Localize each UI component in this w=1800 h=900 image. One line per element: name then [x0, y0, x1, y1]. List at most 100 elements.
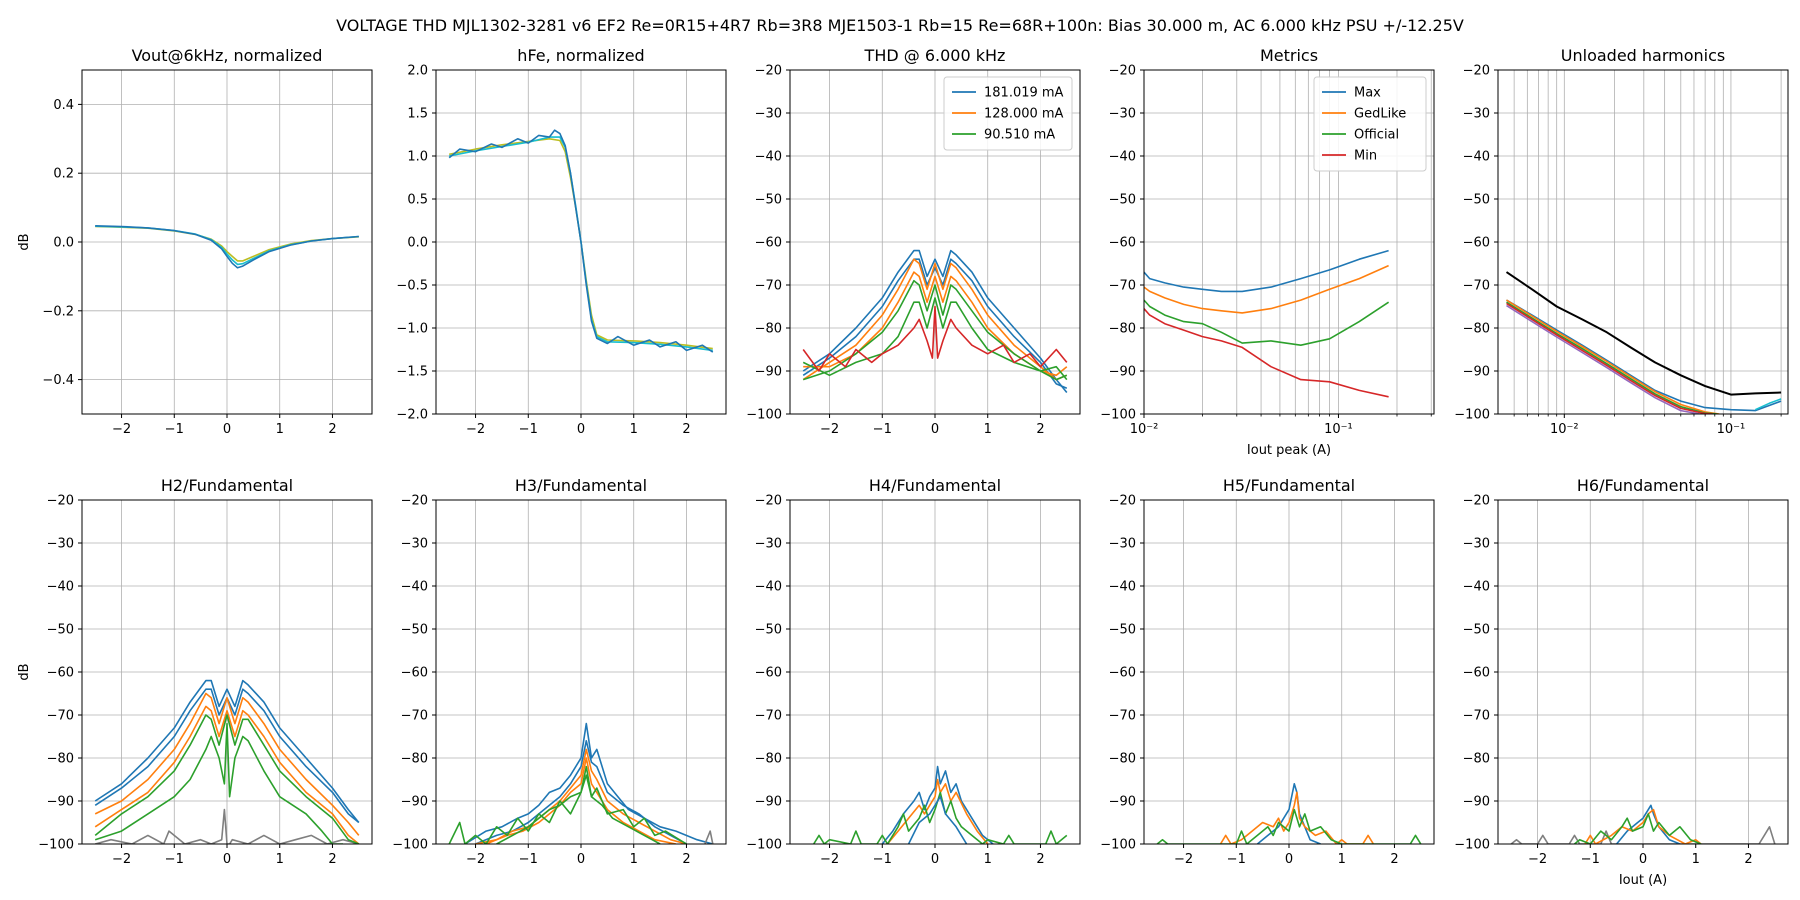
chart-h4-series-group — [813, 765, 1068, 844]
chart-h4-ytick-label-2: −80 — [755, 752, 782, 767]
chart-thd-series-line-0 — [802, 249, 1068, 394]
chart-h4-ytick-label-0: −100 — [746, 838, 782, 853]
chart-unloaded-ytick-label-0: −100 — [1454, 408, 1490, 423]
chart-h3-ytick-label-6: −40 — [401, 580, 428, 595]
chart-h2-ytick-label-2: −80 — [47, 752, 74, 767]
chart-h2-ytick-label-4: −60 — [47, 666, 74, 681]
chart-metrics-ytick-label-8: −20 — [1109, 64, 1136, 79]
chart-h5-series-line-2 — [1156, 808, 1422, 844]
chart-metrics-ytick-label-5: −50 — [1109, 193, 1136, 208]
chart-h2-series-line-4 — [94, 705, 360, 844]
chart-thd-xtick-label-0: −2 — [820, 422, 839, 437]
chart-h4-panel: −100 −90 −80 −70 −60 −50 −40 −30 −20 −2 −1 0 1 2 H4/Fu… — [746, 476, 1081, 867]
chart-h5-ytick-label-1: −90 — [1109, 795, 1136, 810]
chart-h5-series-line-1 — [1219, 791, 1375, 844]
chart-h3-ytick-label-1: −90 — [401, 795, 428, 810]
chart-hfe-ytick-label-0: −2.0 — [396, 408, 428, 423]
chart-hfe-ytick-label-8: 2.0 — [407, 64, 428, 79]
chart-h2-ytick-label-0: −100 — [38, 838, 74, 853]
chart-hfe-panel: −2.0 −1.5 −1.0 −0.5 0.0 0.5 1.0 1.5 2.0 −2 −1 0 1 2 hF… — [396, 46, 727, 437]
chart-thd-legend: 181.019 mA 128.000 mA 90.510 mA — [943, 76, 1073, 151]
chart-h5-xtick-label-2: 0 — [1285, 852, 1293, 867]
chart-h6-ytick-label-6: −40 — [1463, 580, 1490, 595]
chart-metrics-ytick-label-2: −80 — [1109, 322, 1136, 337]
chart-h6-series-line-0 — [1510, 826, 1776, 844]
chart-hfe-ytick-label-7: 1.5 — [407, 107, 428, 122]
chart-h6-ytick-label-2: −80 — [1463, 752, 1490, 767]
chart-unloaded-ytick-label-6: −40 — [1463, 150, 1490, 165]
chart-thd-xtick-label-3: 1 — [984, 422, 992, 437]
chart-vout-xtick-label-2: 0 — [223, 422, 231, 437]
figure-title: VOLTAGE THD MJL1302-3281 v6 EF2 Re=0R15+… — [336, 16, 1464, 35]
chart-vout-ylabel: dB — [17, 233, 32, 250]
chart-vout-ytick-label-0: −0.4 — [42, 373, 74, 388]
chart-h5-ytick-label-2: −80 — [1109, 752, 1136, 767]
chart-h5-xtick-label-0: −2 — [1174, 852, 1193, 867]
chart-thd-ytick-label-3: −70 — [755, 279, 782, 294]
chart-h4-ytick-label-4: −60 — [755, 666, 782, 681]
chart-h2-title: H2/Fundamental — [161, 476, 293, 495]
chart-metrics-legend-label-1: GedLike — [1354, 107, 1406, 122]
chart-metrics-xtick-label-1: 10⁻¹ — [1324, 422, 1353, 437]
chart-h3-series-line-6 — [704, 830, 714, 844]
chart-h6-xtick-label-3: 1 — [1692, 852, 1700, 867]
chart-h5-ytick-label-7: −30 — [1109, 537, 1136, 552]
chart-metrics-xtick-label-0: 10⁻² — [1130, 422, 1159, 437]
chart-h4-ytick-label-7: −30 — [755, 537, 782, 552]
chart-hfe-title: hFe, normalized — [517, 46, 644, 65]
chart-thd-legend-label-1: 128.000 mA — [984, 107, 1064, 122]
chart-unloaded-ytick-label-8: −20 — [1463, 64, 1490, 79]
chart-hfe-xtick-label-4: 2 — [682, 422, 690, 437]
chart-vout-series-line-2 — [95, 225, 359, 269]
chart-h4-xtick-label-4: 2 — [1036, 852, 1044, 867]
chart-metrics-legend-label-2: Official — [1354, 128, 1399, 143]
chart-thd-panel: −100 −90 −80 −70 −60 −50 −40 −30 −20 −2 −1 0 1 2 THD @… — [746, 46, 1081, 437]
chart-h6-xlabel: Iout (A) — [1619, 873, 1667, 888]
chart-vout-xtick-label-4: 2 — [328, 422, 336, 437]
chart-vout-ytick-label-3: 0.2 — [53, 167, 74, 182]
chart-metrics-ytick-label-6: −40 — [1109, 150, 1136, 165]
chart-h2-series-line-3 — [94, 692, 360, 836]
chart-h2-xtick-label-3: 1 — [276, 852, 284, 867]
chart-h4-ytick-label-5: −50 — [755, 623, 782, 638]
chart-h2-ytick-label-5: −50 — [47, 623, 74, 638]
chart-h5-panel: −100 −90 −80 −70 −60 −50 −40 −30 −20 −2 −1 0 1 2 H5/Fu… — [1100, 476, 1435, 867]
chart-thd-legend-label-0: 181.019 mA — [984, 86, 1064, 101]
chart-metrics-legend-box — [1313, 76, 1427, 172]
chart-h4-series-line-0 — [881, 765, 994, 844]
chart-metrics-series-gedlike — [1144, 264, 1389, 314]
chart-h4-title: H4/Fundamental — [869, 476, 1001, 495]
chart-h6-ytick-label-4: −60 — [1463, 666, 1490, 681]
chart-unloaded-ytick-label-5: −50 — [1463, 193, 1490, 208]
chart-thd-title: THD @ 6.000 kHz — [864, 46, 1006, 65]
chart-h3-xtick-label-2: 0 — [577, 852, 585, 867]
chart-h4-series-line-3 — [907, 795, 968, 844]
chart-unloaded-series-line-1 — [1506, 299, 1782, 412]
chart-h5-ytick-label-0: −100 — [1100, 838, 1136, 853]
chart-thd-ytick-label-1: −90 — [755, 365, 782, 380]
chart-unloaded-series-group — [1505, 271, 1782, 414]
chart-hfe-xtick-label-0: −2 — [466, 422, 485, 437]
chart-thd-ytick-label-2: −80 — [755, 322, 782, 337]
chart-metrics-title: Metrics — [1260, 46, 1318, 65]
chart-thd-ytick-label-6: −40 — [755, 150, 782, 165]
chart-thd-legend-label-2: 90.510 mA — [984, 128, 1055, 143]
chart-metrics-legend: Max GedLike Official Min — [1313, 76, 1427, 172]
chart-h4-ytick-label-6: −40 — [755, 580, 782, 595]
chart-h3-xtick-label-0: −2 — [466, 852, 485, 867]
chart-h5-ytick-label-6: −40 — [1109, 580, 1136, 595]
chart-thd-ytick-label-0: −100 — [746, 408, 782, 423]
chart-h2-ylabel: dB — [17, 663, 32, 680]
chart-h6-series-line-2 — [1584, 808, 1702, 844]
chart-h6-ytick-label-8: −20 — [1463, 494, 1490, 509]
chart-h3-series-group — [448, 722, 714, 844]
chart-thd-series-line-2 — [802, 258, 1068, 381]
chart-vout-panel: −0.4 −0.2 0.0 0.2 0.4 −2 −1 0 1 2 Vout@6kHz, norma… — [17, 46, 373, 437]
chart-h5-ytick-label-5: −50 — [1109, 623, 1136, 638]
chart-thd-series-group — [802, 249, 1068, 394]
chart-h2-xtick-label-2: 0 — [223, 852, 231, 867]
chart-vout-xtick-label-0: −2 — [112, 422, 131, 437]
chart-vout-xtick-label-1: −1 — [165, 422, 184, 437]
chart-h5-ytick-label-4: −60 — [1109, 666, 1136, 681]
